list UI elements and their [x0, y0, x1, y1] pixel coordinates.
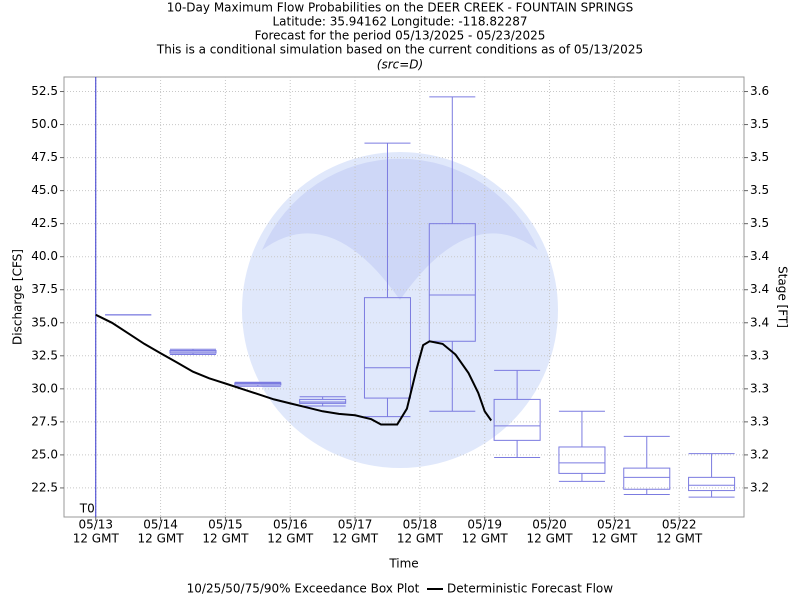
y-tick-label: 37.5	[31, 282, 58, 296]
x-tick-label: 05/21	[597, 518, 632, 532]
x-tick-label: 05/16	[273, 518, 308, 532]
legend-label: 10/25/50/75/90% Exceedance Box Plot	[187, 582, 420, 596]
y-tick-label: 50.0	[31, 117, 58, 131]
title-line: 10-Day Maximum Flow Probabilities on the…	[167, 1, 634, 15]
subtitle: (src=D)	[377, 58, 423, 72]
y2-tick-label: 3.3	[750, 348, 769, 362]
x-tick-label: 05/17	[338, 518, 373, 532]
x-tick-label: 05/20	[532, 518, 567, 532]
y2-axis-label: Stage [FT]	[776, 266, 790, 328]
y2-tick-label: 3.5	[750, 117, 769, 131]
y2-tick-label: 3.6	[750, 84, 769, 98]
x-tick-label: 12 GMT	[462, 532, 509, 546]
title-line: This is a conditional simulation based o…	[156, 43, 643, 57]
x-tick-label: 05/19	[467, 518, 502, 532]
box	[493, 398, 541, 441]
legend-label: Deterministic Forecast Flow	[447, 582, 613, 596]
y2-tick-label: 3.4	[750, 282, 769, 296]
y2-tick-label: 3.4	[750, 249, 769, 263]
y-tick-label: 22.5	[31, 480, 58, 494]
x-tick-label: 05/13	[78, 518, 113, 532]
y-tick-label: 27.5	[31, 414, 58, 428]
y-tick-label: 25.0	[31, 447, 58, 461]
box	[299, 398, 347, 404]
y-tick-label: 52.5	[31, 84, 58, 98]
x-tick-label: 05/14	[143, 518, 178, 532]
x-tick-label: 12 GMT	[526, 532, 573, 546]
title-line: Forecast for the period 05/13/2025 - 05/…	[255, 29, 546, 43]
y-tick-label: 47.5	[31, 150, 58, 164]
x-tick-label: 12 GMT	[656, 532, 703, 546]
y2-tick-label: 3.4	[750, 315, 769, 329]
y-axis-label: Discharge [CFS]	[11, 249, 25, 345]
y-tick-label: 42.5	[31, 216, 58, 230]
box	[363, 297, 411, 399]
x-tick-label: 05/15	[208, 518, 243, 532]
y2-tick-label: 3.5	[750, 183, 769, 197]
x-tick-label: 12 GMT	[267, 532, 314, 546]
box	[558, 446, 606, 474]
y-tick-label: 35.0	[31, 315, 58, 329]
x-tick-label: 12 GMT	[397, 532, 444, 546]
y2-tick-label: 3.2	[750, 447, 769, 461]
x-tick-label: 05/22	[662, 518, 697, 532]
y-tick-label: 40.0	[31, 249, 58, 263]
y2-tick-label: 3.5	[750, 150, 769, 164]
y2-tick-label: 3.3	[750, 381, 769, 395]
y-tick-label: 30.0	[31, 381, 58, 395]
y2-tick-label: 3.2	[750, 480, 769, 494]
x-tick-label: 12 GMT	[591, 532, 638, 546]
x-tick-label: 12 GMT	[332, 532, 379, 546]
t0-label: T0	[79, 502, 95, 516]
box	[623, 467, 671, 490]
forecast-line	[95, 313, 493, 426]
title-line: Latitude: 35.94162 Longitude: -118.82287	[272, 15, 527, 29]
x-tick-label: 05/18	[403, 518, 438, 532]
box	[428, 223, 476, 342]
x-tick-label: 12 GMT	[202, 532, 249, 546]
watermark-wing	[262, 158, 538, 300]
x-tick-label: 12 GMT	[73, 532, 120, 546]
y2-tick-label: 3.5	[750, 216, 769, 230]
box	[688, 476, 736, 492]
x-tick-label: 12 GMT	[138, 532, 185, 546]
y-tick-label: 32.5	[31, 348, 58, 362]
x-axis-label: Time	[388, 557, 418, 571]
y2-tick-label: 3.3	[750, 414, 769, 428]
y-tick-label: 45.0	[31, 183, 58, 197]
